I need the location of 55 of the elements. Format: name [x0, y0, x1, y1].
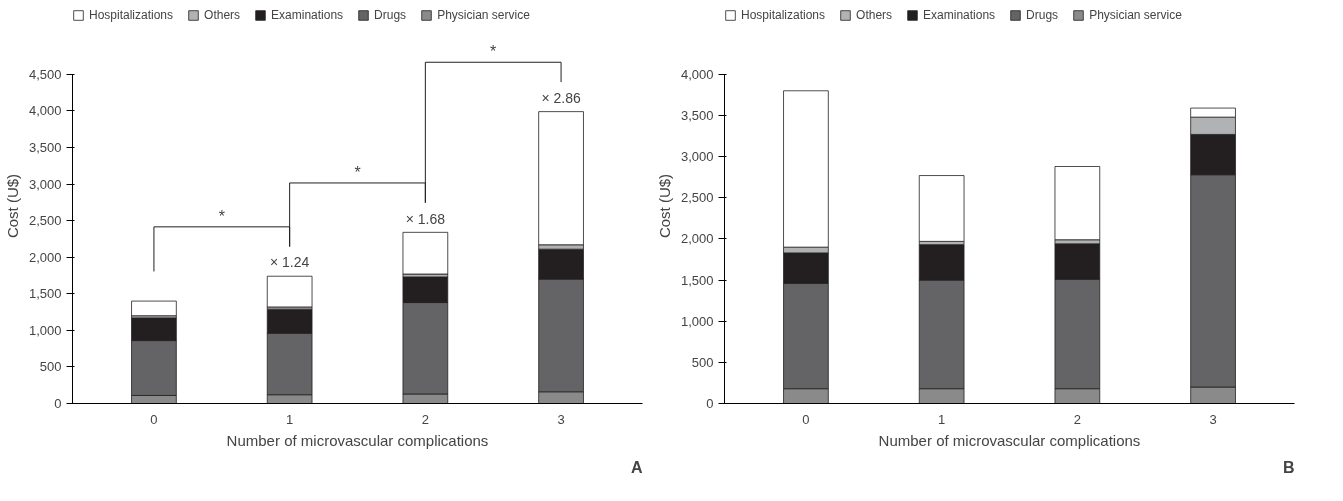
bar [266, 275, 313, 308]
legend-label: Physician service [437, 8, 530, 22]
bar [538, 111, 584, 246]
legend-label: Hospitalizations [89, 8, 174, 22]
x-tick-label: 3 [1209, 411, 1217, 427]
y-tick-label: 3,000 [28, 176, 62, 192]
legend-label: Drugs [374, 8, 407, 22]
x-tick-label: 0 [802, 411, 810, 427]
text: B [1282, 458, 1295, 476]
y-tick-label: 2,000 [680, 231, 714, 247]
x-tick-label: 1 [938, 411, 946, 427]
y-tick-label: 4,000 [28, 103, 62, 119]
bar [918, 175, 965, 242]
y-tick-label: 1,000 [680, 313, 714, 329]
annotation: × 2.86 [541, 89, 581, 106]
y-tick-label: 4,000 [680, 66, 714, 82]
text: * [490, 43, 497, 61]
y-tick-label: 1,500 [28, 286, 62, 302]
legend-label: Hospitalizations [741, 8, 826, 22]
y-tick-label: 3,500 [680, 107, 714, 123]
y-tick-label: 3,500 [28, 139, 62, 155]
annotation: × 1.24 [269, 254, 310, 271]
y-tick-label: 2,500 [28, 213, 62, 229]
x-tick-label: 0 [150, 411, 158, 427]
annotation: × 1.68 [405, 210, 446, 227]
x-tick-label: 3 [557, 411, 565, 427]
y-axis-title: Cost (U$) [655, 173, 673, 239]
text: A [630, 458, 643, 476]
x-axis-title: Number of microvascular complications [878, 431, 1141, 449]
y-tick-label: 1,500 [680, 272, 714, 288]
y-tick-label: 3,000 [680, 149, 714, 165]
y-tick-label: 0 [706, 396, 714, 411]
legend-label: Examinations [271, 8, 344, 22]
bar [1054, 166, 1101, 241]
legend-label: Examinations [923, 8, 996, 22]
legend-label: Others [204, 8, 241, 22]
y-tick-label: 4,500 [28, 66, 62, 82]
x-tick-label: 2 [421, 411, 429, 427]
y-tick-label: 0 [54, 396, 62, 411]
annotation: * [218, 207, 225, 225]
annotation: * [354, 163, 361, 181]
y-tick-label: 500 [39, 359, 62, 375]
legend-label: Drugs [1026, 8, 1059, 22]
y-tick-label: 2,500 [680, 190, 714, 206]
y-tick-label: 2,000 [28, 249, 62, 265]
x-tick-label: 1 [286, 411, 294, 427]
bar [402, 231, 449, 275]
legend-label: Physician service [1089, 8, 1182, 22]
legend-label: Others [856, 8, 893, 22]
x-axis-title: Number of microvascular complications [226, 431, 489, 449]
y-axis-title: Cost (U$) [3, 173, 21, 239]
y-tick-label: 500 [691, 354, 714, 370]
x-tick-label: 2 [1073, 411, 1081, 427]
y-tick-label: 1,000 [28, 322, 62, 338]
bar [131, 300, 177, 317]
